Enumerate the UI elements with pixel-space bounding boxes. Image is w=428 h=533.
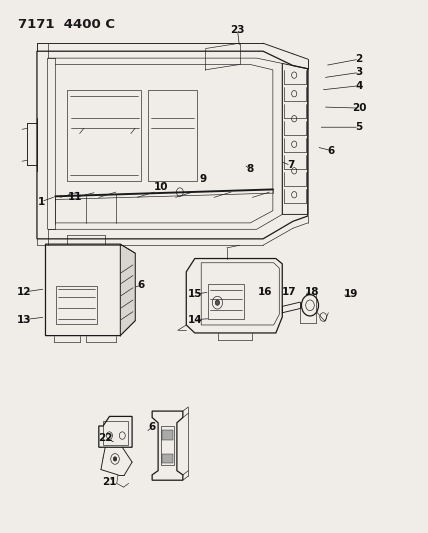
- Bar: [208, 284, 244, 319]
- Text: 11: 11: [68, 192, 83, 203]
- Text: 4: 4: [355, 81, 363, 91]
- Circle shape: [113, 457, 117, 461]
- Text: 23: 23: [230, 25, 245, 35]
- Bar: [103, 421, 128, 445]
- Text: 5: 5: [355, 122, 363, 132]
- Text: 21: 21: [102, 477, 117, 487]
- Polygon shape: [120, 244, 135, 336]
- Text: 10: 10: [153, 182, 168, 192]
- Bar: [56, 286, 97, 324]
- Text: 12: 12: [17, 287, 31, 297]
- Text: 17: 17: [281, 287, 296, 297]
- Text: 2: 2: [355, 54, 363, 64]
- Text: 7171  4400 C: 7171 4400 C: [18, 18, 115, 31]
- Text: 14: 14: [187, 314, 202, 325]
- Text: 6: 6: [138, 280, 145, 290]
- Bar: [160, 426, 174, 465]
- Bar: [161, 454, 173, 463]
- Text: 8: 8: [247, 164, 254, 174]
- Text: 1: 1: [38, 197, 45, 207]
- Text: 3: 3: [355, 68, 363, 77]
- Text: 6: 6: [149, 422, 156, 432]
- Text: 16: 16: [258, 287, 273, 297]
- Text: 22: 22: [98, 433, 113, 443]
- Text: 15: 15: [187, 289, 202, 299]
- Text: 18: 18: [305, 287, 319, 297]
- Text: 6: 6: [328, 146, 335, 156]
- Text: 7: 7: [287, 160, 294, 171]
- Circle shape: [215, 300, 220, 305]
- Bar: [161, 430, 173, 440]
- Text: 9: 9: [200, 174, 207, 184]
- Text: 13: 13: [17, 314, 31, 325]
- Text: 20: 20: [352, 103, 366, 113]
- Text: 19: 19: [343, 289, 358, 299]
